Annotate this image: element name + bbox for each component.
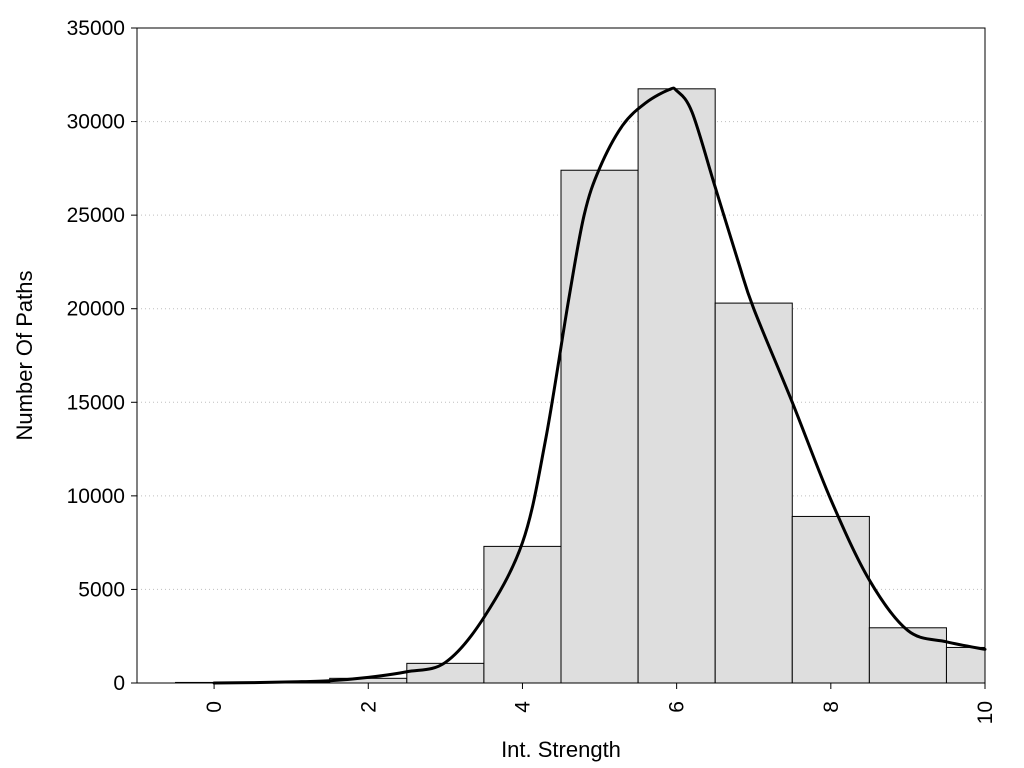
bar-5 — [560, 169, 639, 683]
bar-9 — [868, 627, 947, 683]
y-axis-ticks: 0 5000 10000 15000 20000 25000 30000 35000 — [67, 17, 137, 695]
y-tick-label: 5000 — [78, 578, 125, 601]
y-axis-title: Number Of Paths — [12, 271, 37, 441]
y-tick-label: 10000 — [67, 485, 125, 508]
x-tick-label: 6 — [666, 701, 689, 713]
density-curve — [212, 86, 987, 685]
x-tick-label: 0 — [203, 701, 226, 713]
bar-6 — [637, 88, 716, 683]
x-tick-label: 2 — [357, 701, 380, 713]
x-axis-ticks: 0 2 4 6 8 10 — [203, 683, 997, 724]
x-tick-label: 10 — [974, 701, 997, 724]
bar-8 — [791, 515, 870, 683]
bar-3 — [406, 662, 485, 683]
y-tick-label: 0 — [113, 672, 125, 695]
x-tick-label: 8 — [820, 701, 843, 713]
x-axis-title: Int. Strength — [501, 737, 621, 762]
bar-4 — [483, 545, 562, 683]
y-tick-label: 15000 — [67, 391, 125, 414]
histogram-bars — [175, 88, 985, 683]
x-tick-label: 4 — [511, 701, 534, 713]
bar-7 — [714, 302, 793, 683]
y-tick-label: 30000 — [67, 111, 125, 134]
y-tick-label: 20000 — [67, 298, 125, 321]
y-tick-label: 35000 — [67, 17, 125, 40]
plot-frame — [136, 27, 986, 684]
y-tick-label: 25000 — [67, 204, 125, 227]
